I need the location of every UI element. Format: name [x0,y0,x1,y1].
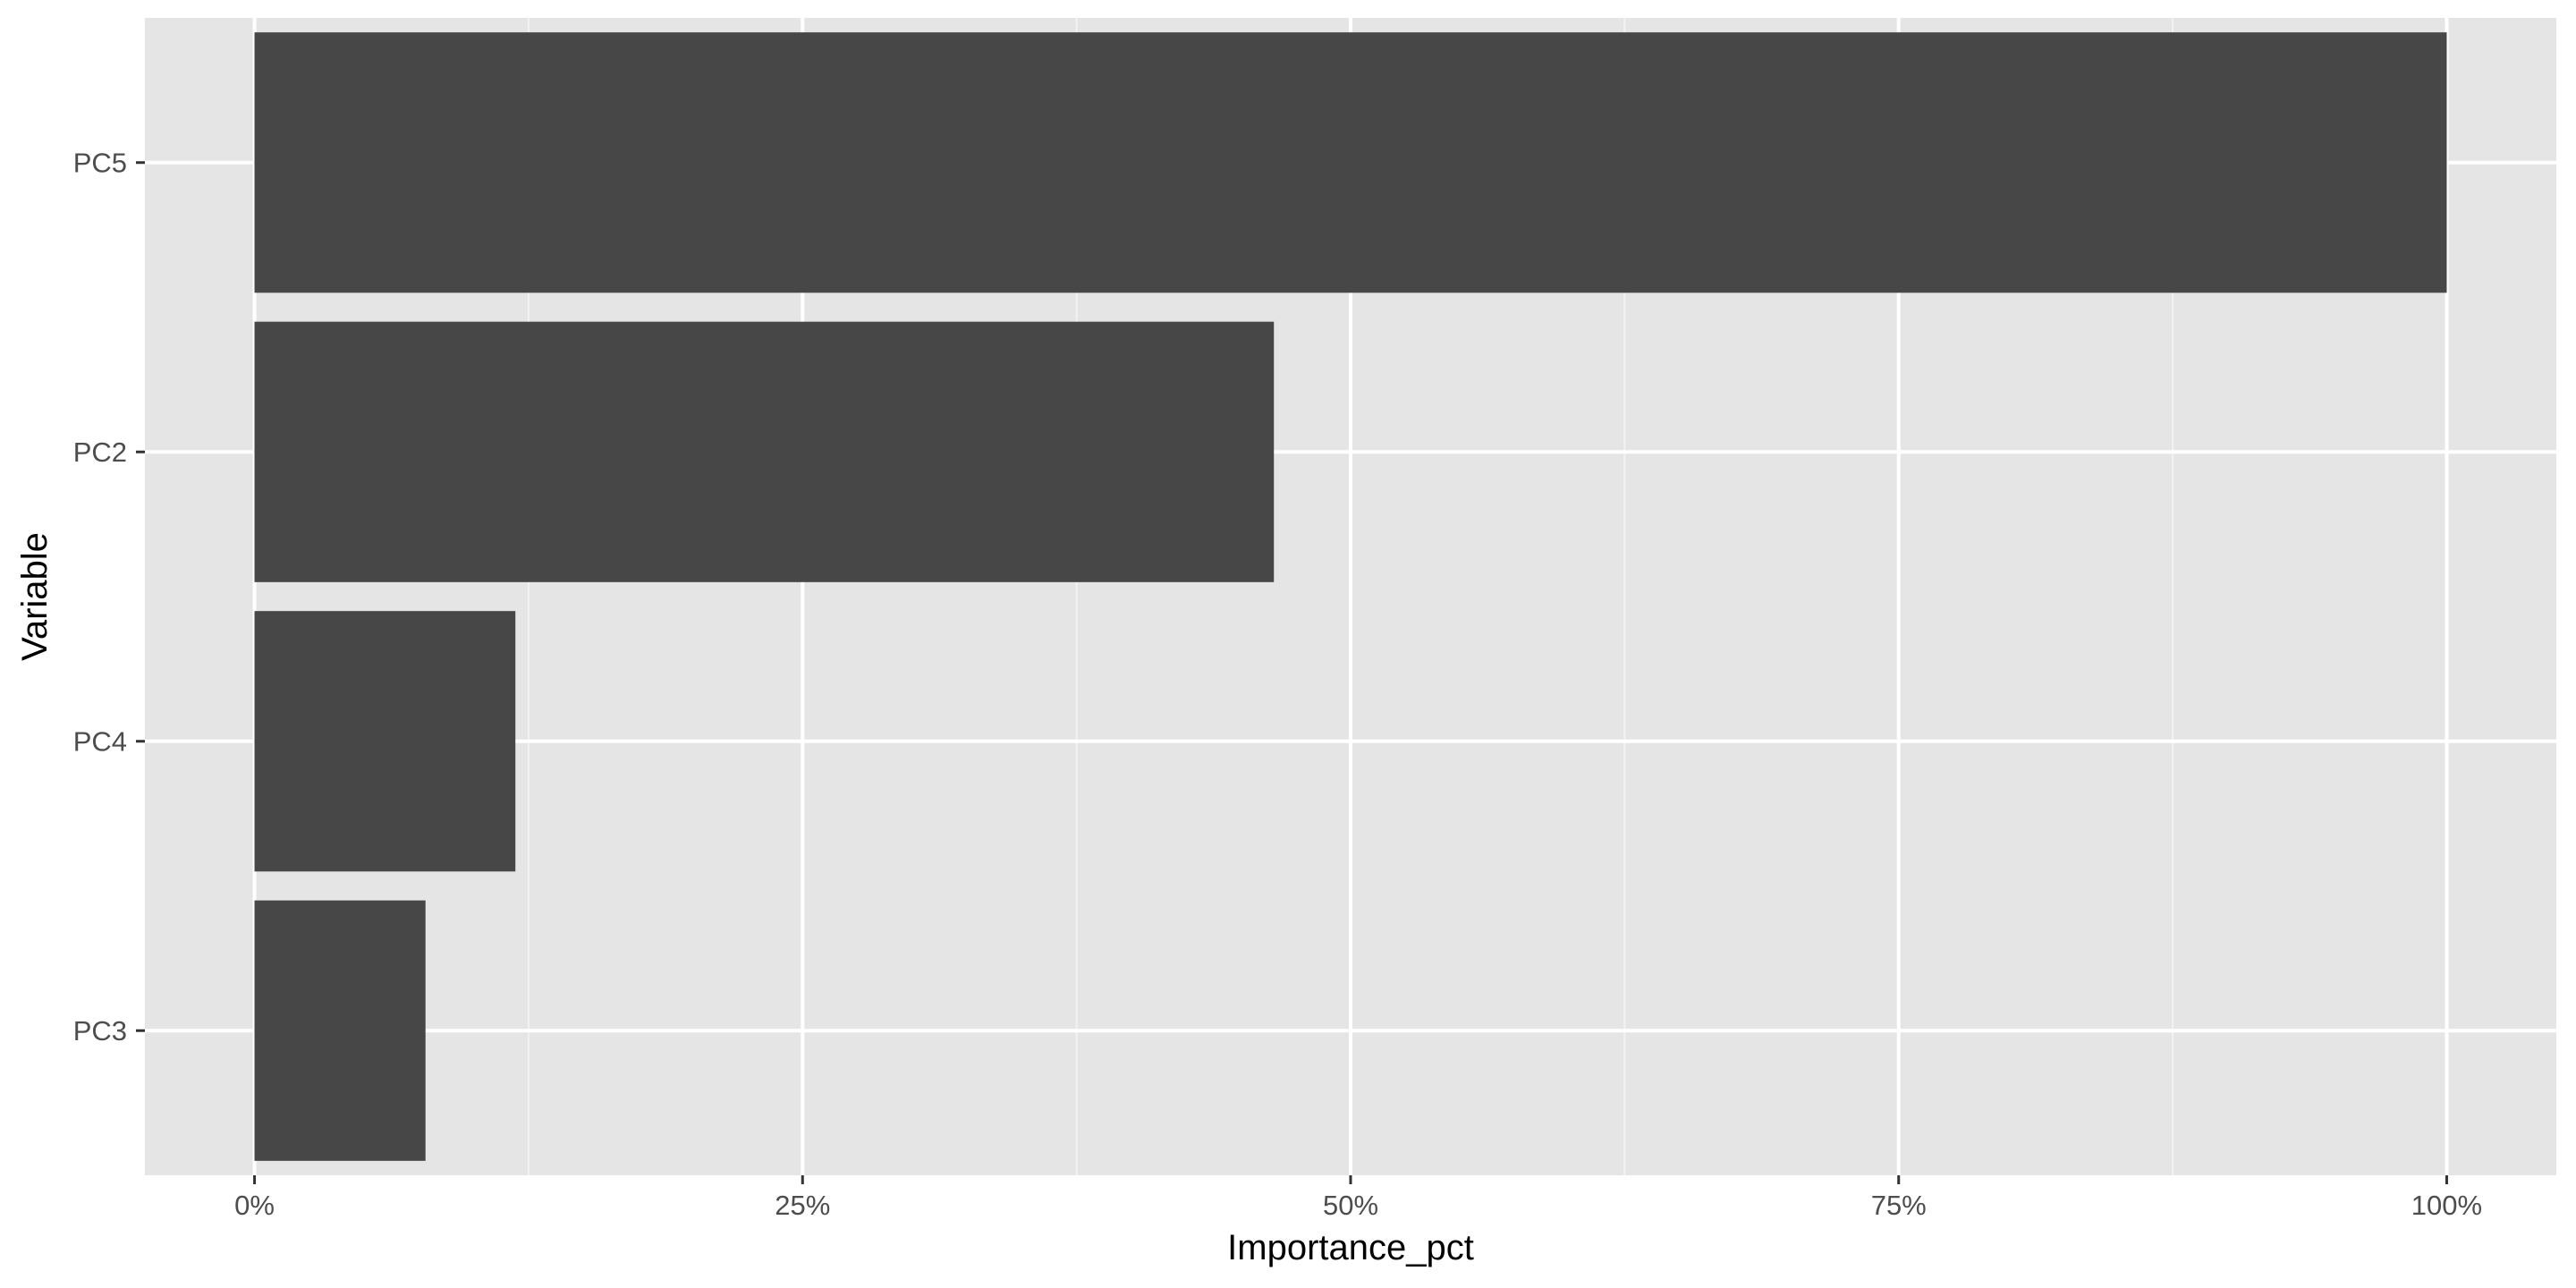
y-tick-label: PC4 [73,725,127,757]
x-axis-ticks: 0% 25% 50% 75% 100% [234,1175,2482,1221]
y-tick-label: PC3 [73,1015,127,1046]
x-axis-title: Importance_pct [1227,1228,1474,1267]
y-axis-title: Variable [15,532,55,661]
x-tick-label: 100% [2411,1190,2482,1221]
x-tick-label: 75% [1871,1190,1927,1221]
bar-pc4 [254,611,516,872]
y-tick-label: PC5 [73,147,127,178]
bars [254,32,2447,1161]
x-tick-label: 50% [1323,1190,1378,1221]
y-tick-label: PC2 [73,436,127,468]
x-tick-label: 25% [775,1190,830,1221]
bar-pc2 [254,321,1275,582]
x-tick-label: 0% [234,1190,275,1221]
bar-pc5 [254,32,2447,293]
y-axis-ticks: PC3 PC4 PC2 PC5 [73,147,145,1046]
bar-pc3 [254,900,426,1161]
